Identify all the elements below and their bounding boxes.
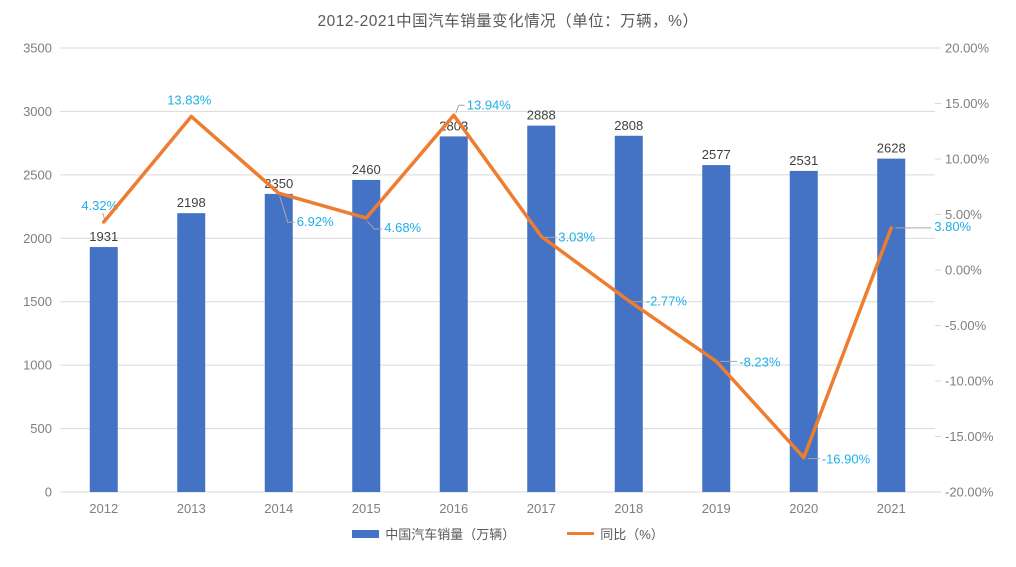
bar <box>439 136 468 492</box>
leader-line <box>279 196 295 223</box>
bar <box>702 165 731 492</box>
bar-value-label: 2198 <box>177 195 206 210</box>
right-axis-tick-label: -10.00% <box>945 374 994 389</box>
x-axis-label: 2016 <box>439 501 468 516</box>
chart-title: 2012-2021中国汽车销量变化情况（单位：万辆，%） <box>317 13 699 30</box>
bar <box>527 125 556 493</box>
bar-value-label: 2628 <box>877 141 906 156</box>
right-axis-tick-label: -15.00% <box>945 429 994 444</box>
line-series-swatch-icon <box>567 531 595 536</box>
x-axis-label: 2021 <box>877 501 906 516</box>
bar <box>352 179 381 492</box>
x-axis-label: 2012 <box>89 501 118 516</box>
bar-value-label: 2531 <box>789 153 818 168</box>
percent-label: 4.68% <box>384 220 421 235</box>
legend: 中国汽车销量（万辆） 同比（%） <box>0 524 1016 543</box>
bar <box>177 213 206 492</box>
bar-value-label: 2808 <box>614 118 643 133</box>
right-axis-tick-label: 20.00% <box>945 41 990 56</box>
percent-label: -8.23% <box>739 354 781 369</box>
percent-label: 6.92% <box>297 214 334 229</box>
x-axis-label: 2020 <box>789 501 818 516</box>
left-axis-tick-label: 0 <box>45 485 52 500</box>
percent-label: 3.80% <box>934 219 971 234</box>
bar <box>789 170 818 493</box>
legend-item-yoy: 同比（%） <box>567 524 664 543</box>
percent-label: 4.32% <box>81 198 118 213</box>
x-axis-label: 2013 <box>177 501 206 516</box>
right-axis-tick-label: 15.00% <box>945 96 990 111</box>
left-axis-tick-label: 1000 <box>23 358 52 373</box>
right-axis-tick-label: 0.00% <box>945 263 982 278</box>
x-axis-label: 2019 <box>702 501 731 516</box>
left-axis-tick-label: 2000 <box>23 231 52 246</box>
percent-label: -2.77% <box>646 294 688 309</box>
right-axis-tick-label: -5.00% <box>945 318 987 333</box>
trend-line <box>102 113 893 460</box>
x-axis-label: 2015 <box>352 501 381 516</box>
bar <box>264 193 293 492</box>
bar-value-label: 2888 <box>527 108 556 123</box>
percent-label: 13.94% <box>467 97 512 112</box>
percent-label: 13.83% <box>167 92 212 107</box>
right-axis-tick-label: -20.00% <box>945 485 994 500</box>
leader-line <box>366 220 383 230</box>
bar-value-label: 2577 <box>702 147 731 162</box>
left-axis-tick-label: 1500 <box>23 294 52 309</box>
legend-label-sales: 中国汽车销量（万辆） <box>385 527 516 542</box>
x-axis-label: 2017 <box>527 501 556 516</box>
right-axis-tick-label: 10.00% <box>945 152 990 167</box>
x-axis-label: 2014 <box>264 501 293 516</box>
left-axis-tick-label: 2500 <box>23 167 52 182</box>
leader-line <box>455 104 465 114</box>
legend-item-sales: 中国汽车销量（万辆） <box>352 524 515 543</box>
x-axis-label: 2018 <box>614 501 643 516</box>
percent-label: 3.03% <box>558 229 595 244</box>
bar <box>877 158 906 492</box>
percent-label: -16.90% <box>822 452 871 467</box>
right-axis-tick-label: 5.00% <box>945 207 982 222</box>
legend-label-yoy: 同比（%） <box>600 527 664 542</box>
left-axis-tick-label: 3500 <box>23 41 52 56</box>
bar <box>89 247 118 492</box>
bar <box>614 135 643 492</box>
bar-value-label: 2460 <box>352 162 381 177</box>
left-axis-tick-label: 500 <box>30 421 52 436</box>
bar-series-swatch-icon <box>352 529 380 538</box>
left-axis-tick-label: 3000 <box>23 104 52 119</box>
bar-value-label: 1931 <box>89 229 118 244</box>
